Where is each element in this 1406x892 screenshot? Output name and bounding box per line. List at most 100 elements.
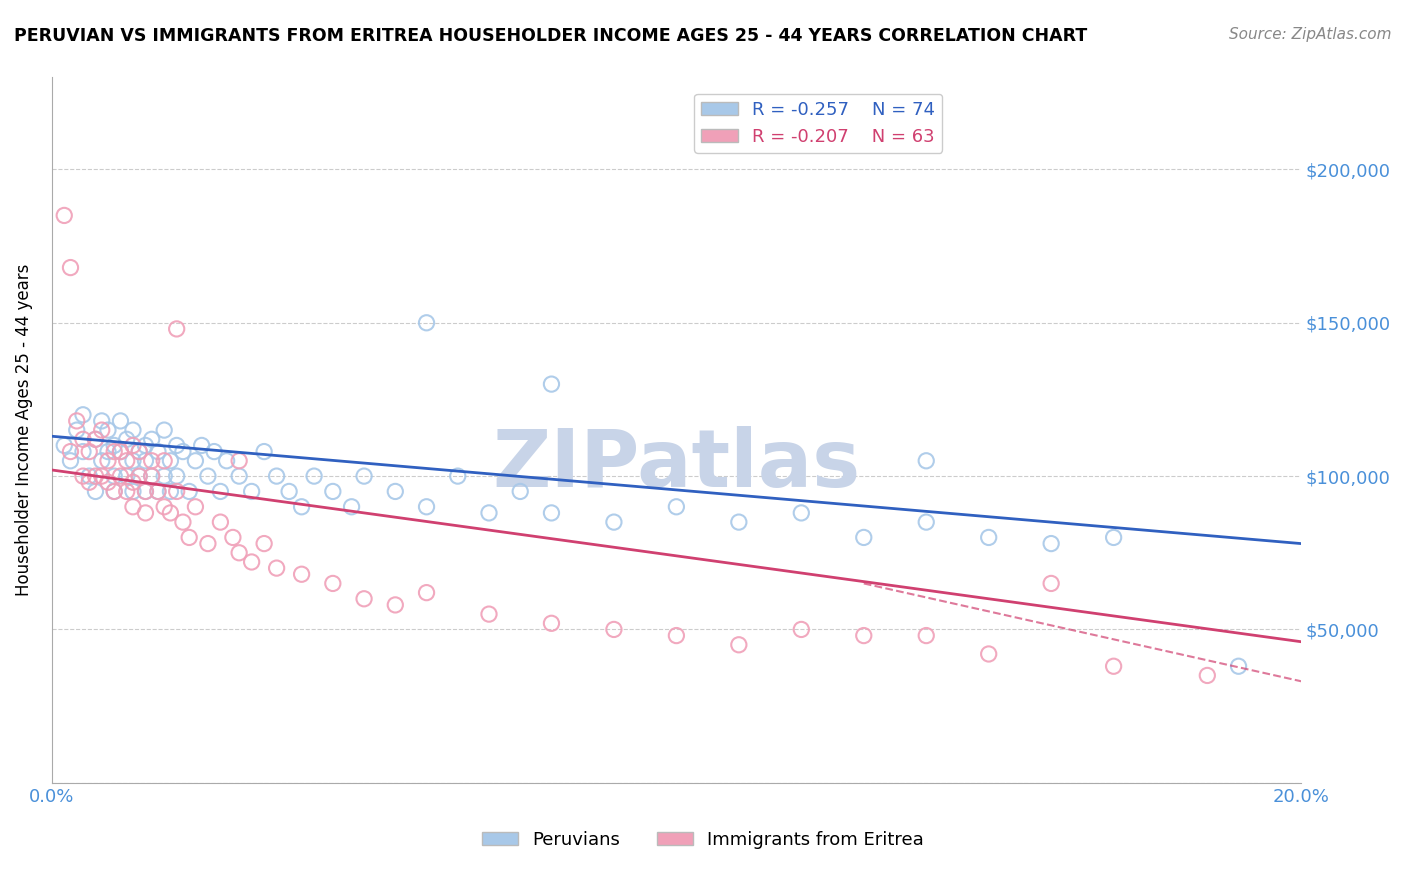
Point <box>179 531 201 545</box>
Point <box>447 469 470 483</box>
Text: Source: ZipAtlas.com: Source: ZipAtlas.com <box>1229 27 1392 42</box>
Point <box>852 531 875 545</box>
Point <box>128 444 150 458</box>
Point <box>322 576 344 591</box>
Point <box>72 408 94 422</box>
Point <box>97 444 120 458</box>
Point <box>97 423 120 437</box>
Point <box>72 444 94 458</box>
Point <box>415 585 437 599</box>
Point <box>84 469 107 483</box>
Point <box>122 475 145 490</box>
Point <box>141 469 163 483</box>
Point <box>134 484 156 499</box>
Point <box>184 454 207 468</box>
Point <box>727 638 749 652</box>
Point <box>197 536 219 550</box>
Point <box>166 322 188 336</box>
Point <box>166 469 188 483</box>
Point <box>291 567 314 582</box>
Point <box>197 469 219 483</box>
Point <box>110 444 132 458</box>
Point <box>72 469 94 483</box>
Point <box>1197 668 1219 682</box>
Point <box>179 484 201 499</box>
Point <box>278 484 301 499</box>
Point <box>103 438 125 452</box>
Point <box>228 469 250 483</box>
Point <box>134 438 156 452</box>
Point <box>159 484 181 499</box>
Point <box>353 469 375 483</box>
Point <box>97 454 120 468</box>
Point <box>384 484 406 499</box>
Point <box>90 423 112 437</box>
Point <box>90 469 112 483</box>
Point <box>266 561 288 575</box>
Point <box>110 469 132 483</box>
Point <box>103 484 125 499</box>
Point <box>103 484 125 499</box>
Point <box>202 444 225 458</box>
Point <box>166 484 188 499</box>
Point <box>603 623 626 637</box>
Point <box>291 500 314 514</box>
Point <box>1040 576 1063 591</box>
Legend: Peruvians, Immigrants from Eritrea: Peruvians, Immigrants from Eritrea <box>475 824 931 856</box>
Point <box>977 647 1000 661</box>
Point <box>66 423 89 437</box>
Point <box>72 432 94 446</box>
Point <box>1227 659 1250 673</box>
Point <box>240 555 263 569</box>
Point <box>53 209 76 223</box>
Point <box>384 598 406 612</box>
Point <box>478 506 501 520</box>
Point <box>128 469 150 483</box>
Point <box>103 469 125 483</box>
Legend: R = -0.257    N = 74, R = -0.207    N = 63: R = -0.257 N = 74, R = -0.207 N = 63 <box>695 94 942 153</box>
Point <box>77 475 100 490</box>
Point <box>1102 659 1125 673</box>
Point <box>53 438 76 452</box>
Point <box>110 414 132 428</box>
Point <box>353 591 375 606</box>
Point <box>159 506 181 520</box>
Point <box>146 484 169 499</box>
Point <box>141 454 163 468</box>
Point <box>115 469 138 483</box>
Point <box>852 629 875 643</box>
Point <box>915 629 938 643</box>
Point <box>340 500 363 514</box>
Point <box>540 616 562 631</box>
Text: PERUVIAN VS IMMIGRANTS FROM ERITREA HOUSEHOLDER INCOME AGES 25 - 44 YEARS CORREL: PERUVIAN VS IMMIGRANTS FROM ERITREA HOUS… <box>14 27 1087 45</box>
Point <box>509 484 531 499</box>
Point <box>253 444 276 458</box>
Point <box>603 515 626 529</box>
Point <box>141 432 163 446</box>
Point <box>90 414 112 428</box>
Point <box>190 438 212 452</box>
Point <box>59 444 82 458</box>
Point <box>153 454 176 468</box>
Point <box>134 484 156 499</box>
Point <box>146 484 169 499</box>
Point <box>110 444 132 458</box>
Y-axis label: Householder Income Ages 25 - 44 years: Householder Income Ages 25 - 44 years <box>15 264 32 596</box>
Point <box>228 454 250 468</box>
Point <box>415 500 437 514</box>
Point <box>134 454 156 468</box>
Point <box>122 438 145 452</box>
Point <box>240 484 263 499</box>
Point <box>266 469 288 483</box>
Point <box>97 475 120 490</box>
Point <box>84 432 107 446</box>
Point <box>146 444 169 458</box>
Point <box>59 260 82 275</box>
Point <box>77 469 100 483</box>
Point <box>90 454 112 468</box>
Point <box>66 414 89 428</box>
Point <box>1040 536 1063 550</box>
Point <box>1102 531 1125 545</box>
Point <box>159 454 181 468</box>
Point <box>153 500 176 514</box>
